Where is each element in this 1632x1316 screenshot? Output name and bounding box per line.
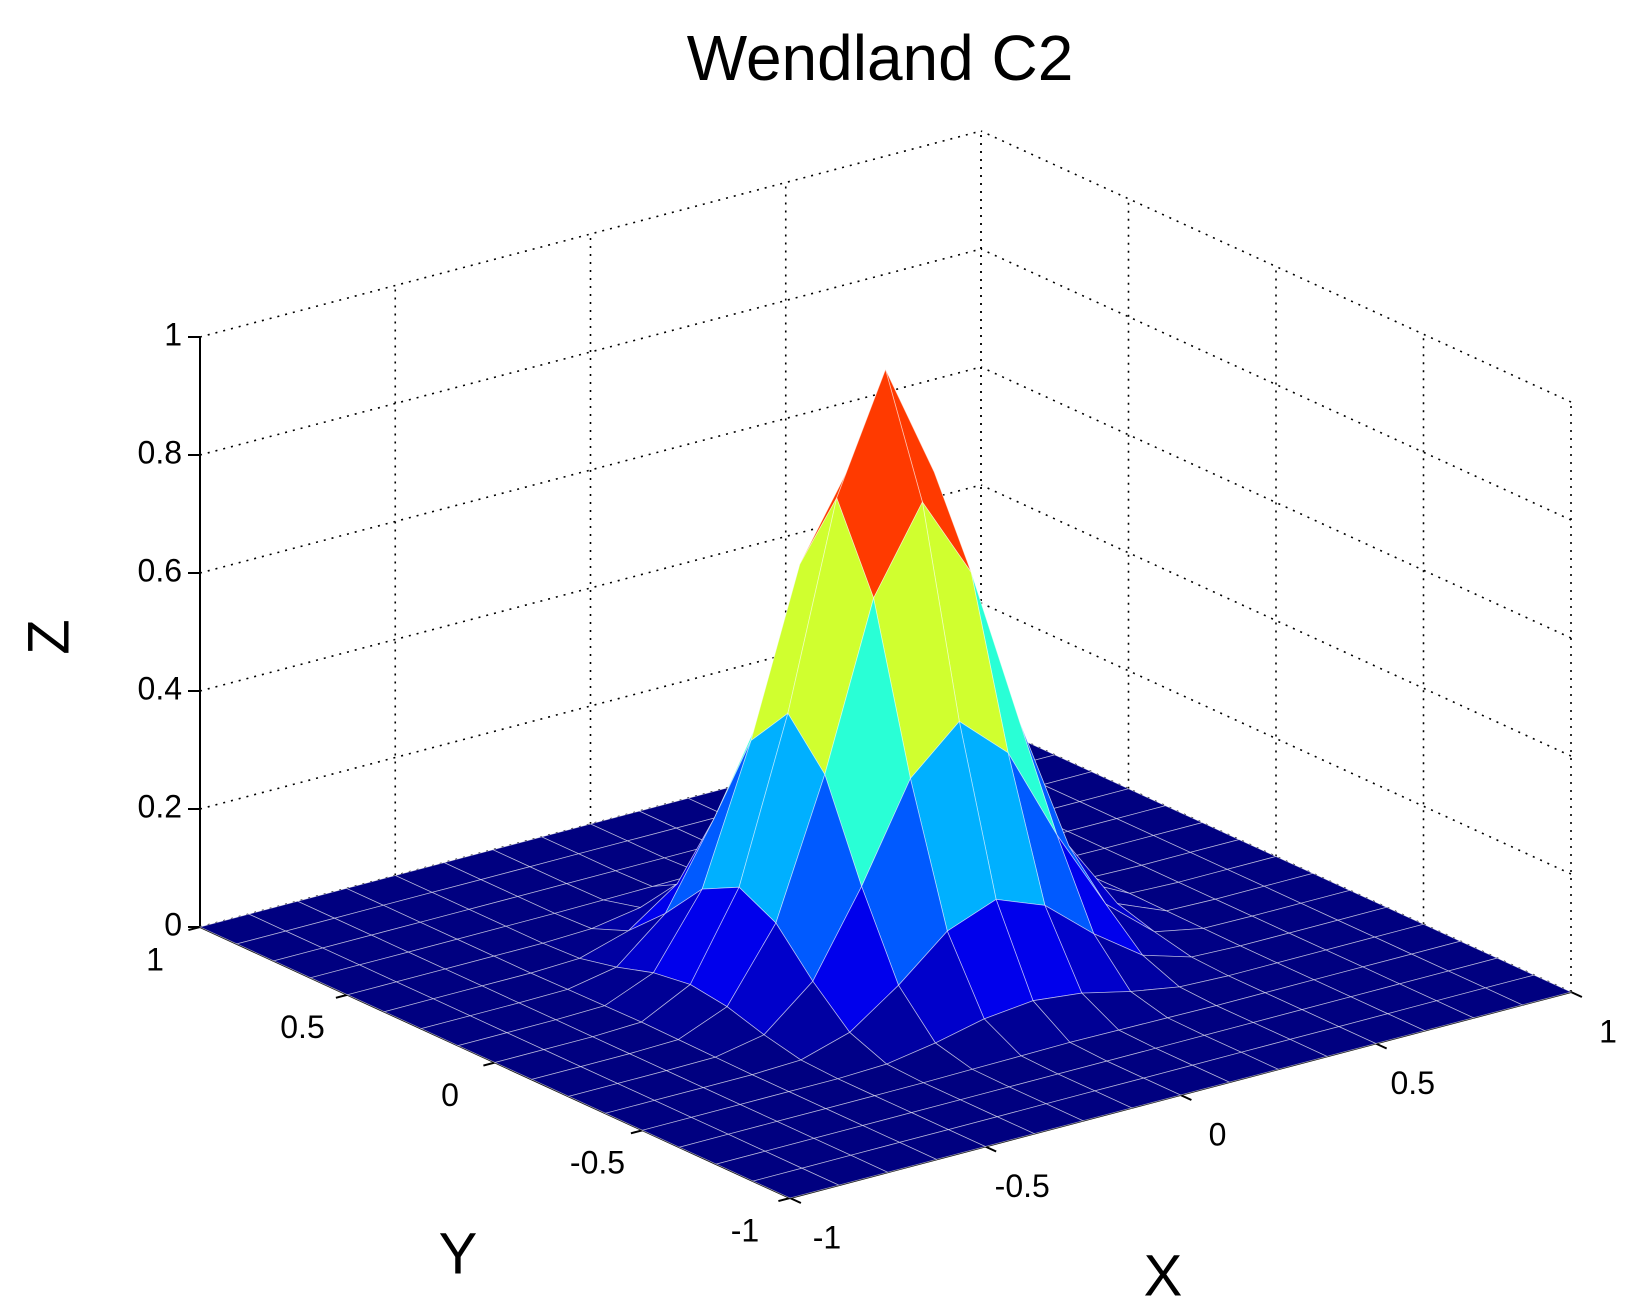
y-tick-label: 0.5 — [280, 1009, 324, 1045]
z-tick-label: 0.2 — [138, 788, 182, 824]
x-tick-label: 1 — [1599, 1013, 1617, 1049]
z-tick-label: 0.8 — [138, 434, 182, 470]
surface-patch — [751, 1167, 840, 1199]
z-tick-label: 1 — [164, 316, 182, 352]
z-axis-label: Z — [16, 619, 81, 654]
y-tick-label: -1 — [731, 1212, 759, 1248]
x-tick — [1180, 1094, 1192, 1101]
x-tick-label: -0.5 — [995, 1168, 1050, 1204]
y-tick-label: -0.5 — [570, 1145, 625, 1181]
x-tick — [984, 1145, 997, 1153]
grid-line — [199, 130, 982, 338]
x-axis-label: X — [1144, 1243, 1183, 1308]
z-tick-label: 0.4 — [138, 670, 182, 706]
x-tick-label: 0.5 — [1391, 1065, 1435, 1101]
grid-line — [980, 484, 1572, 757]
y-tick — [778, 1197, 791, 1203]
x-tick — [1570, 991, 1583, 998]
grid-line — [980, 130, 1572, 403]
y-axis-label: Y — [439, 1221, 478, 1286]
z-tick-label: 0 — [164, 906, 182, 942]
y-tick — [335, 993, 348, 999]
chart-title: Wendland C2 — [687, 22, 1074, 94]
grid-line — [199, 248, 982, 456]
y-tick — [630, 1129, 643, 1135]
x-tick-label: -1 — [813, 1219, 841, 1255]
x-tick-label: 0 — [1209, 1116, 1227, 1152]
y-tick — [188, 926, 201, 932]
x-tick — [789, 1197, 802, 1204]
y-tick-label: 0 — [441, 1077, 459, 1113]
y-tick — [483, 1061, 496, 1067]
x-tick — [1375, 1042, 1388, 1050]
z-tick-label: 0.6 — [138, 552, 182, 588]
y-tick-label: 1 — [146, 941, 164, 977]
grid-line — [199, 366, 982, 574]
